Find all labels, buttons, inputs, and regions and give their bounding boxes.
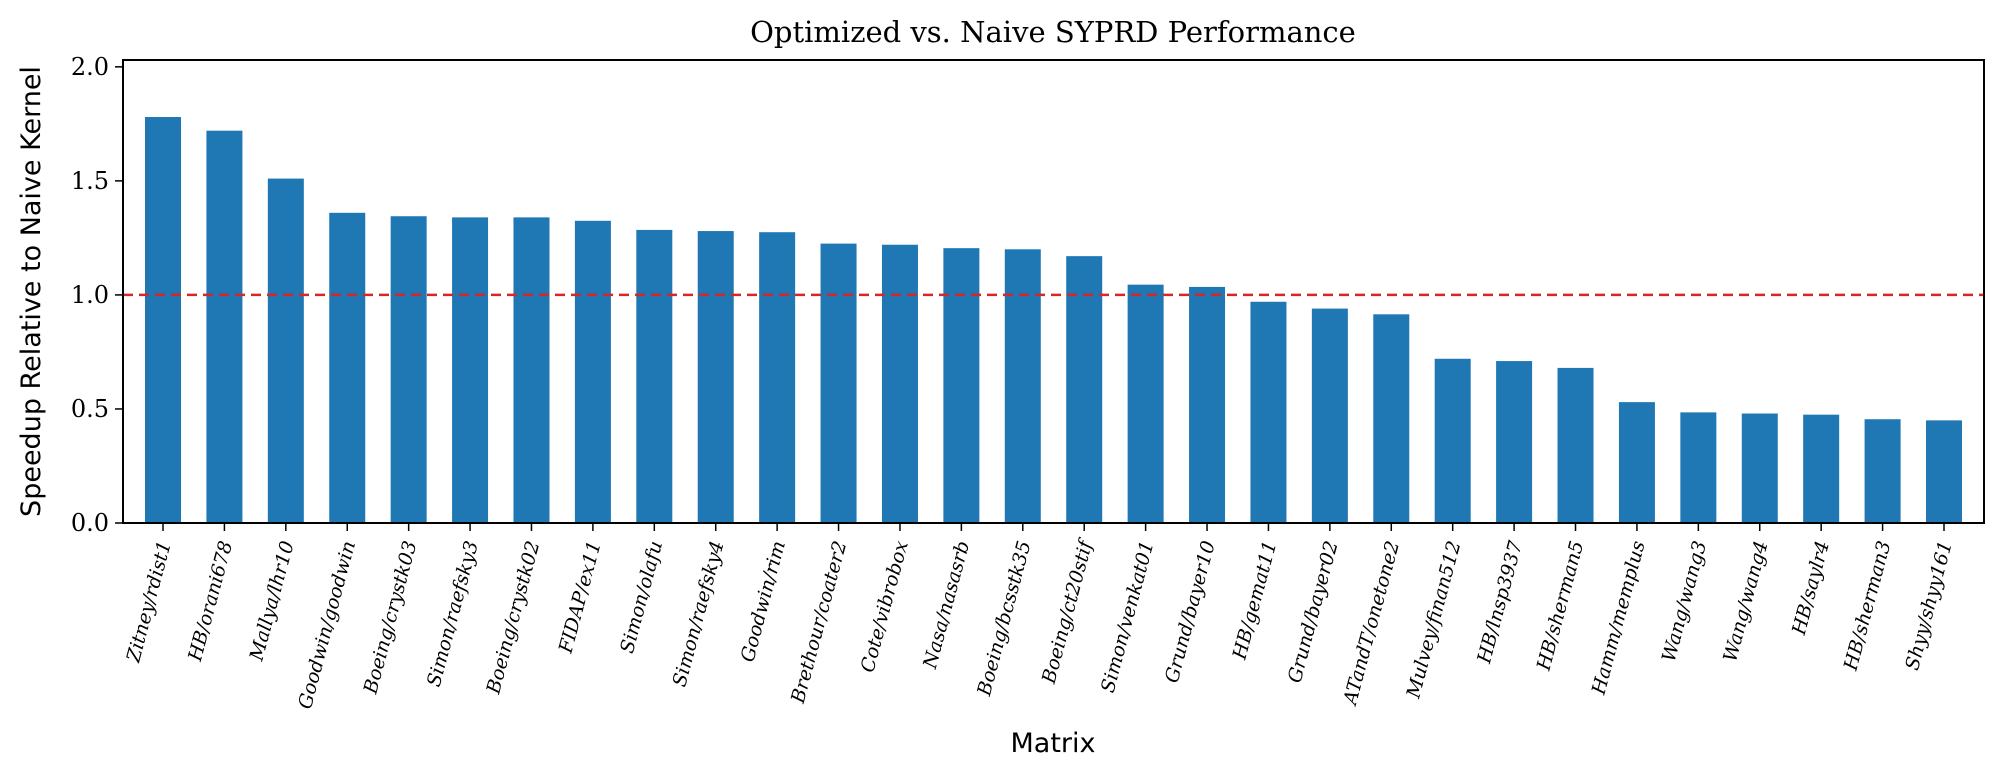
x-tick-label: HB/sherman5 bbox=[1532, 539, 1588, 674]
x-tick-label: Simon/olafu bbox=[616, 539, 667, 656]
bar bbox=[1250, 301, 1287, 523]
bar bbox=[1680, 412, 1717, 523]
x-tick-label: HB/lnsp3937 bbox=[1473, 538, 1527, 667]
bar bbox=[881, 244, 918, 523]
bar bbox=[574, 220, 611, 523]
x-tick-label: Boeing/crystk02 bbox=[482, 539, 544, 697]
y-tick-label: 2.0 bbox=[71, 53, 109, 81]
bar bbox=[206, 130, 243, 523]
bar bbox=[1803, 414, 1840, 523]
x-tick-label: Simon/venkat01 bbox=[1097, 539, 1159, 695]
y-tick-label: 1.0 bbox=[71, 281, 109, 309]
x-axis-label: Matrix bbox=[1010, 728, 1095, 759]
bar bbox=[452, 217, 489, 523]
x-tick-label: Nasa/nasasrb bbox=[919, 539, 974, 672]
x-tick-label: HB/saylr4 bbox=[1788, 539, 1834, 638]
bar bbox=[1557, 367, 1594, 523]
x-tick-label: HB/gemat11 bbox=[1228, 539, 1281, 663]
bar bbox=[390, 216, 427, 523]
bar bbox=[820, 243, 857, 523]
y-tick-label: 1.5 bbox=[71, 167, 109, 195]
x-tick-label: Zitney/rdist1 bbox=[122, 539, 176, 666]
y-axis-ticks: 0.0 0.5 1.0 1.5 2.0 bbox=[71, 53, 123, 537]
bar bbox=[1618, 402, 1655, 523]
chart-title: Optimized vs. Naive SYPRD Performance bbox=[750, 15, 1356, 49]
x-tick-label: Brethour/coater2 bbox=[787, 539, 852, 707]
y-tick-label: 0.5 bbox=[71, 395, 109, 423]
x-tick-label: Cote/vibrobox bbox=[857, 538, 913, 674]
x-tick-label: ATandT/onetone2 bbox=[1339, 539, 1404, 709]
bar bbox=[1434, 358, 1471, 523]
x-tick-label: Goodwin/goodwin bbox=[294, 539, 360, 712]
plot-frame bbox=[122, 59, 1985, 524]
bar bbox=[1311, 308, 1348, 523]
y-axis-label: Speedup Relative to Naive Kernel bbox=[16, 66, 47, 517]
x-tick-label: Simon/raefsky3 bbox=[423, 539, 483, 690]
x-tick-label: Wang/wang4 bbox=[1719, 539, 1772, 665]
x-tick-label: Wang/wang3 bbox=[1658, 539, 1711, 665]
x-tick-label: Hamm/memplus bbox=[1587, 538, 1649, 697]
x-tick-label: FIDAP/ex11 bbox=[554, 539, 605, 657]
bar bbox=[1066, 256, 1103, 523]
x-axis-ticks: Zitney/rdist1 HB/orani678 Mallya/lhr10Good… bbox=[122, 523, 1957, 711]
x-tick-label: HB/sherman3 bbox=[1840, 539, 1896, 674]
bar bbox=[1741, 413, 1778, 523]
x-tick-label: Boeing/bcsstk35 bbox=[973, 539, 1036, 699]
x-tick-label: Simon/raefsky4 bbox=[668, 539, 728, 690]
bar bbox=[636, 229, 673, 524]
x-tick-label: Shyy/shyy161 bbox=[1901, 539, 1957, 673]
bar bbox=[1496, 361, 1533, 523]
bar bbox=[1004, 249, 1041, 523]
x-tick-label: Grund/bayer10 bbox=[1161, 539, 1220, 686]
bar bbox=[329, 212, 366, 523]
bar bbox=[1189, 286, 1226, 523]
bar bbox=[697, 231, 734, 523]
x-tick-label: HB/orani678 bbox=[184, 539, 237, 665]
x-tick-label: Boeing/ct20stif bbox=[1038, 536, 1098, 687]
bar bbox=[145, 117, 181, 523]
bar bbox=[267, 178, 304, 523]
x-tick-label: Mallya/lhr10 bbox=[245, 539, 298, 664]
y-tick-label: 0.0 bbox=[71, 509, 109, 537]
bars-group bbox=[145, 117, 1962, 524]
bar bbox=[1373, 314, 1410, 523]
bar bbox=[513, 217, 550, 523]
bar bbox=[1864, 419, 1901, 523]
x-tick-label: Mulvey/finan512 bbox=[1402, 539, 1465, 702]
bar bbox=[943, 248, 980, 523]
bar bbox=[1926, 420, 1962, 523]
x-tick-label: Grund/bayer02 bbox=[1284, 539, 1343, 686]
x-tick-label: Boeing/crystk03 bbox=[359, 539, 421, 697]
bar bbox=[759, 232, 796, 523]
x-tick-label: Goodwin/rim bbox=[737, 539, 790, 665]
bar bbox=[1127, 284, 1164, 523]
